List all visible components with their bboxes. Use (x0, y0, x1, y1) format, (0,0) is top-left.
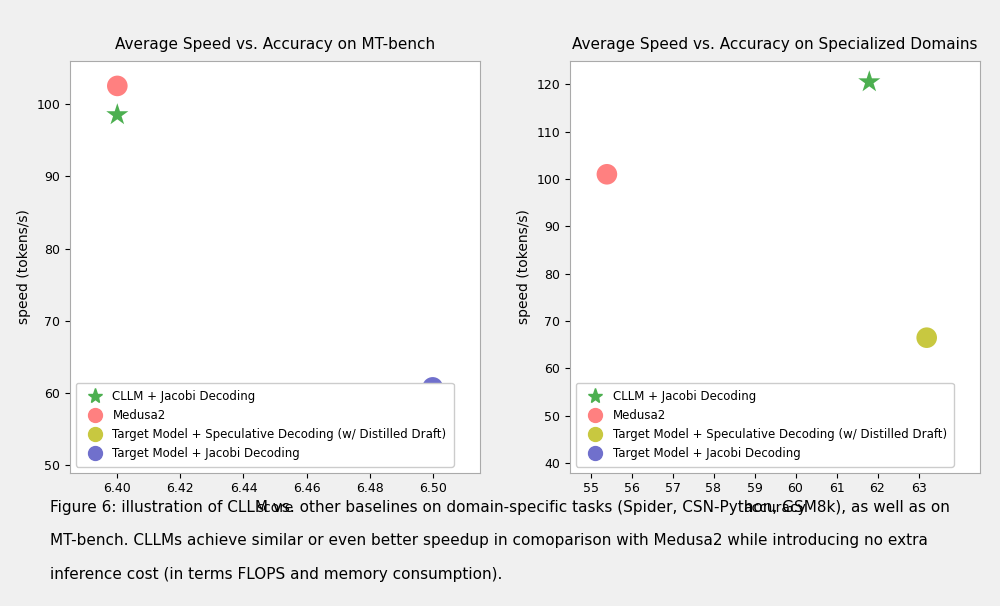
Legend: CLLM + Jacobi Decoding, Medusa2, Target Model + Speculative Decoding (w/ Distill: CLLM + Jacobi Decoding, Medusa2, Target … (576, 383, 954, 467)
Title: Average Speed vs. Accuracy on MT-bench: Average Speed vs. Accuracy on MT-bench (115, 38, 435, 53)
Text: inference cost (in terms FLOPS and memory consumption).: inference cost (in terms FLOPS and memor… (50, 567, 502, 582)
Point (861, 77, 877, 87)
Point (919, 333, 935, 342)
Text: Figure 6: illustration of CLLM vs. other baselines on domain-specific tasks (Spi: Figure 6: illustration of CLLM vs. other… (50, 500, 950, 515)
X-axis label: accuracy: accuracy (744, 501, 806, 515)
Point (425, 450, 441, 459)
Point (109, 110, 125, 119)
X-axis label: score: score (256, 501, 294, 515)
Legend: CLLM + Jacobi Decoding, Medusa2, Target Model + Speculative Decoding (w/ Distill: CLLM + Jacobi Decoding, Medusa2, Target … (76, 383, 454, 467)
Y-axis label: speed (tokens/s): speed (tokens/s) (517, 209, 531, 324)
Y-axis label: speed (tokens/s): speed (tokens/s) (17, 209, 31, 324)
Point (109, 81, 125, 91)
Point (425, 382, 441, 392)
Point (919, 444, 935, 454)
Text: MT-bench. CLLMs achieve similar or even better speedup in comoparison with Medus: MT-bench. CLLMs achieve similar or even … (50, 533, 928, 548)
Title: Average Speed vs. Accuracy on Specialized Domains: Average Speed vs. Accuracy on Specialize… (572, 38, 978, 53)
Point (599, 170, 615, 179)
